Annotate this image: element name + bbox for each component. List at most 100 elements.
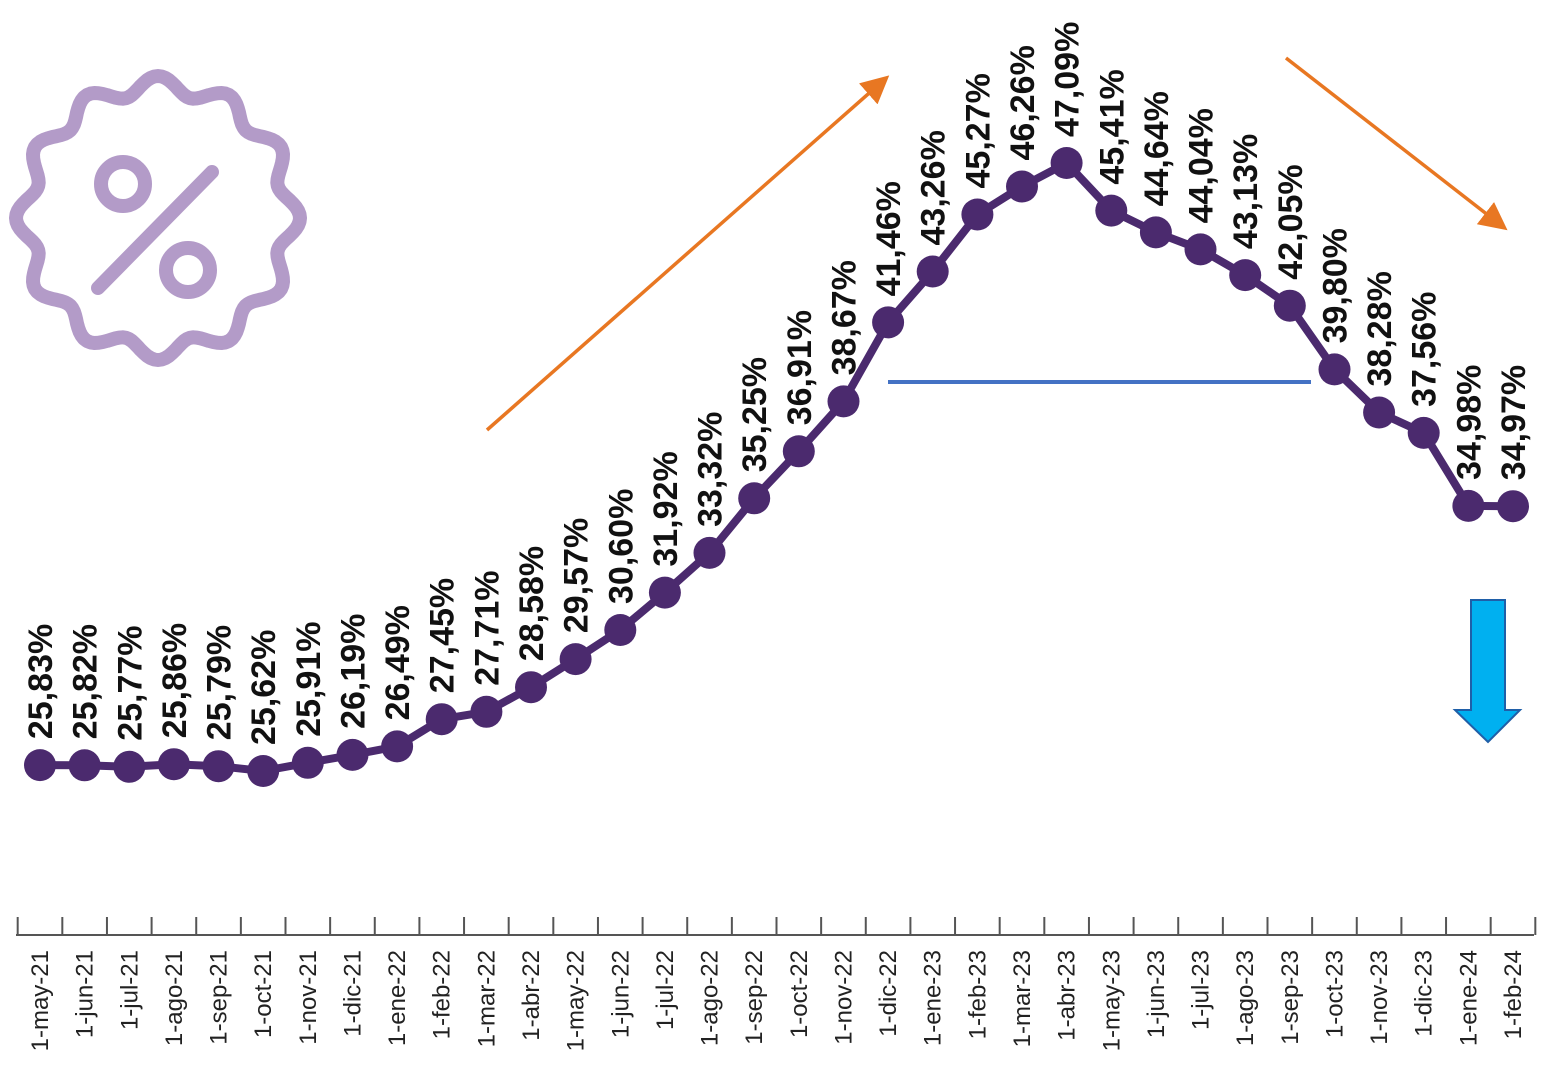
data-point bbox=[113, 750, 146, 783]
data-label: 34,97% bbox=[1495, 365, 1533, 480]
x-tick-label: 1-may-23 bbox=[1098, 950, 1125, 1051]
data-label: 47,09% bbox=[1049, 22, 1087, 137]
x-tick-labels: 1-may-21 1-jun-21 1-jul-21 1-ago-21 1-sep-21… bbox=[27, 950, 1527, 1051]
data-point bbox=[1184, 233, 1217, 266]
data-point bbox=[515, 671, 547, 704]
trend-up-arrow bbox=[485, 75, 890, 432]
x-tick-label: 1-oct-22 bbox=[786, 950, 813, 1038]
data-label: 34,98% bbox=[1450, 365, 1488, 480]
trend-down-arrow bbox=[1284, 56, 1508, 231]
data-point bbox=[1050, 147, 1083, 179]
x-tick-label: 1-dic-21 bbox=[339, 950, 366, 1037]
x-tick-label: 1-nov-22 bbox=[830, 950, 857, 1045]
down-arrow-icon bbox=[1452, 599, 1523, 744]
data-label: 45,41% bbox=[1093, 69, 1131, 184]
data-point bbox=[738, 482, 771, 515]
data-point bbox=[202, 750, 235, 783]
data-label: 39,80% bbox=[1317, 228, 1355, 343]
x-tick-label: 1-jun-23 bbox=[1143, 950, 1170, 1038]
data-label: 25,79% bbox=[201, 625, 239, 740]
data-label: 25,83% bbox=[22, 624, 60, 739]
x-tick-label: 1-jul-21 bbox=[116, 950, 143, 1030]
data-point bbox=[247, 755, 280, 787]
data-label: 38,28% bbox=[1361, 271, 1399, 386]
x-tick-label: 1-ene-23 bbox=[920, 950, 947, 1046]
data-label: 27,71% bbox=[468, 570, 506, 685]
data-label: 25,62% bbox=[245, 630, 283, 745]
data-label: 37,56% bbox=[1406, 292, 1444, 407]
data-label: 36,91% bbox=[781, 310, 819, 425]
data-point bbox=[827, 385, 860, 418]
data-point bbox=[291, 746, 324, 779]
data-point bbox=[470, 695, 503, 728]
data-label: 29,57% bbox=[558, 518, 596, 633]
percent-dot-bottom bbox=[159, 241, 217, 299]
x-tick-label: 1-nov-21 bbox=[295, 950, 322, 1045]
badge-outline bbox=[9, 69, 307, 367]
data-point bbox=[693, 536, 726, 569]
data-label: 25,82% bbox=[67, 624, 105, 739]
data-labels: 25,83% 25,82% 25,77% 25,86% 25,79% 25,62% 25,9… bbox=[22, 22, 1533, 745]
data-point bbox=[1407, 416, 1440, 449]
data-label: 25,91% bbox=[290, 621, 328, 736]
data-point bbox=[1363, 396, 1396, 429]
data-label: 27,45% bbox=[424, 578, 462, 693]
x-tick-label: 1-sep-22 bbox=[741, 950, 768, 1045]
data-label: 30,60% bbox=[602, 489, 640, 604]
data-label: 28,58% bbox=[513, 546, 551, 661]
data-label: 43,13% bbox=[1227, 134, 1265, 249]
x-tick-label: 1-oct-21 bbox=[250, 950, 277, 1038]
data-point bbox=[1318, 353, 1351, 386]
data-point bbox=[604, 614, 637, 646]
x-tick-label: 1-mar-22 bbox=[473, 950, 500, 1047]
x-tick-label: 1-mar-23 bbox=[1009, 950, 1036, 1047]
data-point bbox=[381, 730, 414, 763]
data-point bbox=[1095, 194, 1128, 227]
x-tick-label: 1-jul-23 bbox=[1188, 950, 1215, 1030]
data-point bbox=[1006, 170, 1038, 203]
x-tick-label: 1-sep-21 bbox=[206, 950, 233, 1045]
data-label: 43,26% bbox=[915, 130, 953, 245]
x-tick-label: 1-jul-22 bbox=[652, 950, 679, 1030]
percent-badge-icon bbox=[9, 69, 307, 367]
x-tick-label: 1-abr-23 bbox=[1054, 950, 1081, 1041]
x-ticks bbox=[16, 917, 1537, 935]
data-point bbox=[1229, 259, 1262, 292]
data-label: 41,46% bbox=[870, 181, 908, 296]
x-tick-label: 1-ago-21 bbox=[161, 950, 188, 1046]
data-point bbox=[1139, 216, 1172, 249]
data-label: 26,49% bbox=[379, 605, 417, 720]
data-point bbox=[336, 738, 369, 771]
data-label: 33,32% bbox=[692, 412, 730, 527]
data-point bbox=[1497, 490, 1529, 523]
x-tick-label: 1-oct-23 bbox=[1321, 950, 1348, 1038]
series-line bbox=[39, 159, 1514, 775]
data-point bbox=[1273, 289, 1306, 322]
data-point bbox=[782, 435, 815, 468]
x-tick-label: 1-ene-24 bbox=[1455, 950, 1482, 1046]
data-label: 38,67% bbox=[826, 260, 864, 375]
x-tick-label: 1-abr-22 bbox=[518, 950, 545, 1041]
data-point bbox=[425, 703, 458, 736]
data-point bbox=[961, 198, 994, 231]
data-point bbox=[157, 748, 190, 781]
series-points bbox=[24, 147, 1529, 787]
percent-dot-top bbox=[94, 155, 152, 213]
data-point bbox=[24, 749, 56, 782]
x-tick-label: 1-feb-22 bbox=[429, 950, 456, 1039]
x-tick-label: 1-jun-22 bbox=[607, 950, 634, 1038]
x-tick-label: 1-ago-23 bbox=[1232, 950, 1259, 1046]
percent-slash bbox=[91, 165, 219, 295]
x-tick-label: 1-feb-24 bbox=[1500, 950, 1527, 1039]
data-point bbox=[559, 643, 592, 676]
data-label: 44,04% bbox=[1183, 108, 1221, 223]
x-tick-label: 1-ene-22 bbox=[384, 950, 411, 1046]
x-tick-label: 1-ago-22 bbox=[697, 950, 724, 1046]
data-label: 46,26% bbox=[1004, 45, 1042, 160]
x-tick-label: 1-dic-23 bbox=[1411, 950, 1438, 1037]
x-tick-label: 1-may-21 bbox=[27, 950, 54, 1051]
data-point bbox=[648, 576, 681, 609]
data-label: 25,77% bbox=[111, 625, 149, 740]
data-label: 31,92% bbox=[647, 451, 685, 566]
